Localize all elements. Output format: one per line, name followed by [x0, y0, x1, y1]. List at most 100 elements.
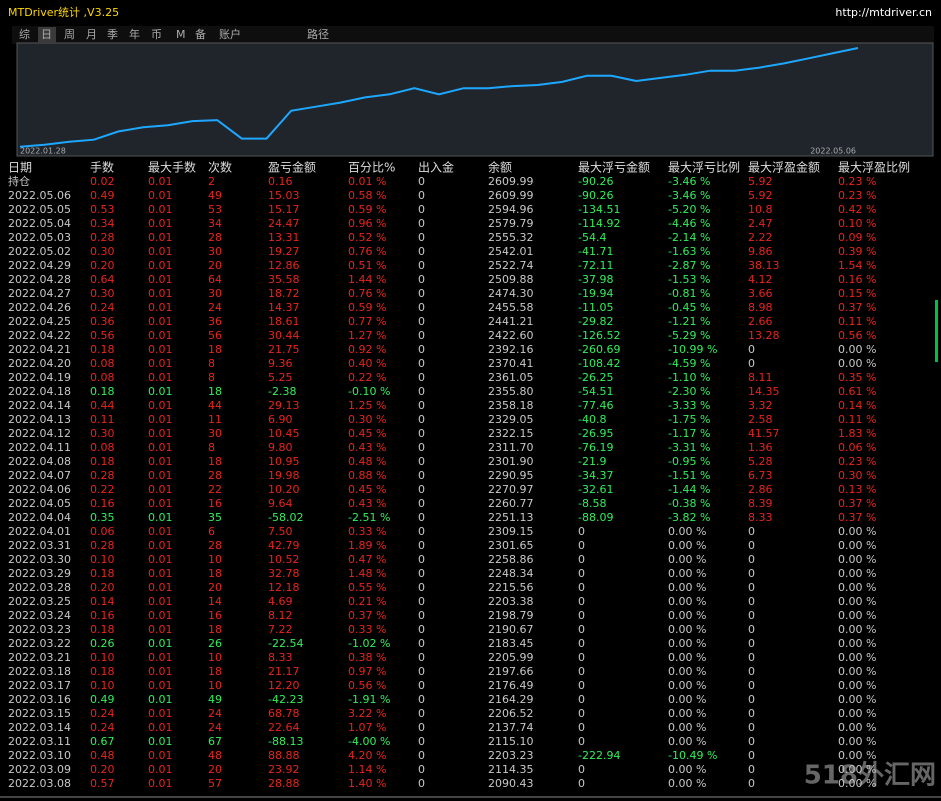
tab[interactable]: 年: [129, 27, 140, 41]
table-cell: 2: [208, 175, 215, 188]
table-cell: 0: [418, 581, 425, 594]
table-cell: 0.61 %: [838, 385, 876, 398]
table-cell: 4.12: [748, 273, 773, 286]
table-cell: 0.01: [148, 203, 173, 216]
table-cell: 0.18: [90, 385, 115, 398]
tab[interactable]: 备: [195, 27, 206, 41]
table-cell: 0: [748, 567, 755, 580]
table-cell: -22.54: [268, 637, 303, 650]
table-cell: 0.09 %: [838, 231, 876, 244]
tab[interactable]: 综: [19, 27, 30, 41]
table-cell: 0.01: [148, 763, 173, 776]
table-cell: 2248.34: [488, 567, 534, 580]
table-cell: 0: [418, 245, 425, 258]
table-cell: 7.50: [268, 525, 293, 538]
table-cell: 19.98: [268, 469, 300, 482]
table-cell: 0.00 %: [838, 343, 876, 356]
table-cell: 0.01: [148, 413, 173, 426]
table-cell: 0.56 %: [838, 329, 876, 342]
table-cell: 0: [418, 679, 425, 692]
table-cell: 2022.04.20: [8, 357, 71, 370]
table-cell: -1.21 %: [668, 315, 710, 328]
table-cell: 0: [578, 581, 585, 594]
table-cell: 18: [208, 567, 222, 580]
table-cell: 0: [418, 217, 425, 230]
tab[interactable]: 路径: [307, 28, 329, 41]
table-cell: 41.57: [748, 427, 780, 440]
table-cell: 0: [578, 693, 585, 706]
tab[interactable]: 季: [107, 28, 118, 41]
table-cell: 0.01: [148, 301, 173, 314]
table-cell: 0.97 %: [348, 665, 386, 678]
table-cell: 4.20 %: [348, 749, 386, 762]
table-cell: 2022.03.18: [8, 665, 71, 678]
table-cell: 2455.58: [488, 301, 534, 314]
table-cell: 0: [578, 567, 585, 580]
column-header: 次数: [208, 160, 232, 175]
table-cell: 2114.35: [488, 763, 534, 776]
table-cell: 0.01: [148, 399, 173, 412]
table-cell: 0.01: [148, 455, 173, 468]
table-cell: 15.17: [268, 203, 300, 216]
table-cell: -90.26: [578, 175, 613, 188]
table-cell: -3.46 %: [668, 189, 710, 202]
app-title: MTDriver统计 ,V3.25: [8, 6, 119, 19]
table-cell: -0.45 %: [668, 301, 710, 314]
table-cell: 0.01: [148, 651, 173, 664]
table-cell: 0.00 %: [668, 567, 706, 580]
table-cell: -41.71: [578, 245, 613, 258]
table-cell: 0.01: [148, 483, 173, 496]
table-cell: 0.35: [90, 511, 115, 524]
table-cell: 2290.95: [488, 469, 534, 482]
table-cell: 53: [208, 203, 222, 216]
column-header: 最大手数: [148, 160, 196, 175]
tab[interactable]: M: [176, 28, 186, 41]
table-cell: 16: [208, 609, 222, 622]
table-cell: 0.01: [148, 609, 173, 622]
table-cell: 0: [418, 399, 425, 412]
table-cell: 22.64: [268, 721, 300, 734]
table-cell: 0.30 %: [348, 413, 386, 426]
table-cell: 0.26: [90, 637, 115, 650]
table-cell: 0: [748, 679, 755, 692]
table-cell: 0.00 %: [838, 693, 876, 706]
table-cell: -1.10 %: [668, 371, 710, 384]
table-cell: 0.37 %: [838, 497, 876, 510]
table-cell: 14.37: [268, 301, 300, 314]
table-cell: 1.25 %: [348, 399, 386, 412]
table-cell: 2190.67: [488, 623, 534, 636]
tab[interactable]: 日: [41, 28, 52, 41]
table-cell: 0.00 %: [838, 581, 876, 594]
table-cell: 18: [208, 623, 222, 636]
tab[interactable]: 周: [64, 28, 75, 41]
table-cell: 0.01: [148, 273, 173, 286]
table-cell: 2205.99: [488, 651, 534, 664]
table-cell: 0: [418, 385, 425, 398]
table-cell: -11.05: [578, 301, 613, 314]
tab[interactable]: 币: [151, 28, 162, 41]
tab[interactable]: 月: [86, 28, 97, 41]
tab[interactable]: 账户: [219, 27, 241, 41]
table-cell: 0.00 %: [838, 623, 876, 636]
table-cell: 0.30: [90, 245, 115, 258]
table-cell: -4.59 %: [668, 357, 710, 370]
table-cell: 0: [418, 693, 425, 706]
table-cell: 0: [418, 273, 425, 286]
table-cell: -3.33 %: [668, 399, 710, 412]
table-cell: 0.48 %: [348, 455, 386, 468]
table-cell: 2022.03.14: [8, 721, 71, 734]
table-cell: -88.09: [578, 511, 613, 524]
table-cell: 0: [578, 609, 585, 622]
table-cell: 30: [208, 287, 222, 300]
table-cell: -0.10 %: [348, 385, 390, 398]
table-cell: 0.01: [148, 287, 173, 300]
table-cell: 0.76 %: [348, 245, 386, 258]
table-cell: 0.33 %: [348, 623, 386, 636]
table-cell: 20: [208, 763, 222, 776]
table-cell: 21.17: [268, 665, 300, 678]
table-cell: 0.01: [148, 693, 173, 706]
table-cell: 2474.30: [488, 287, 534, 300]
table-cell: -58.02: [268, 511, 303, 524]
table-cell: 0.01: [148, 385, 173, 398]
table-cell: 0.23 %: [838, 175, 876, 188]
